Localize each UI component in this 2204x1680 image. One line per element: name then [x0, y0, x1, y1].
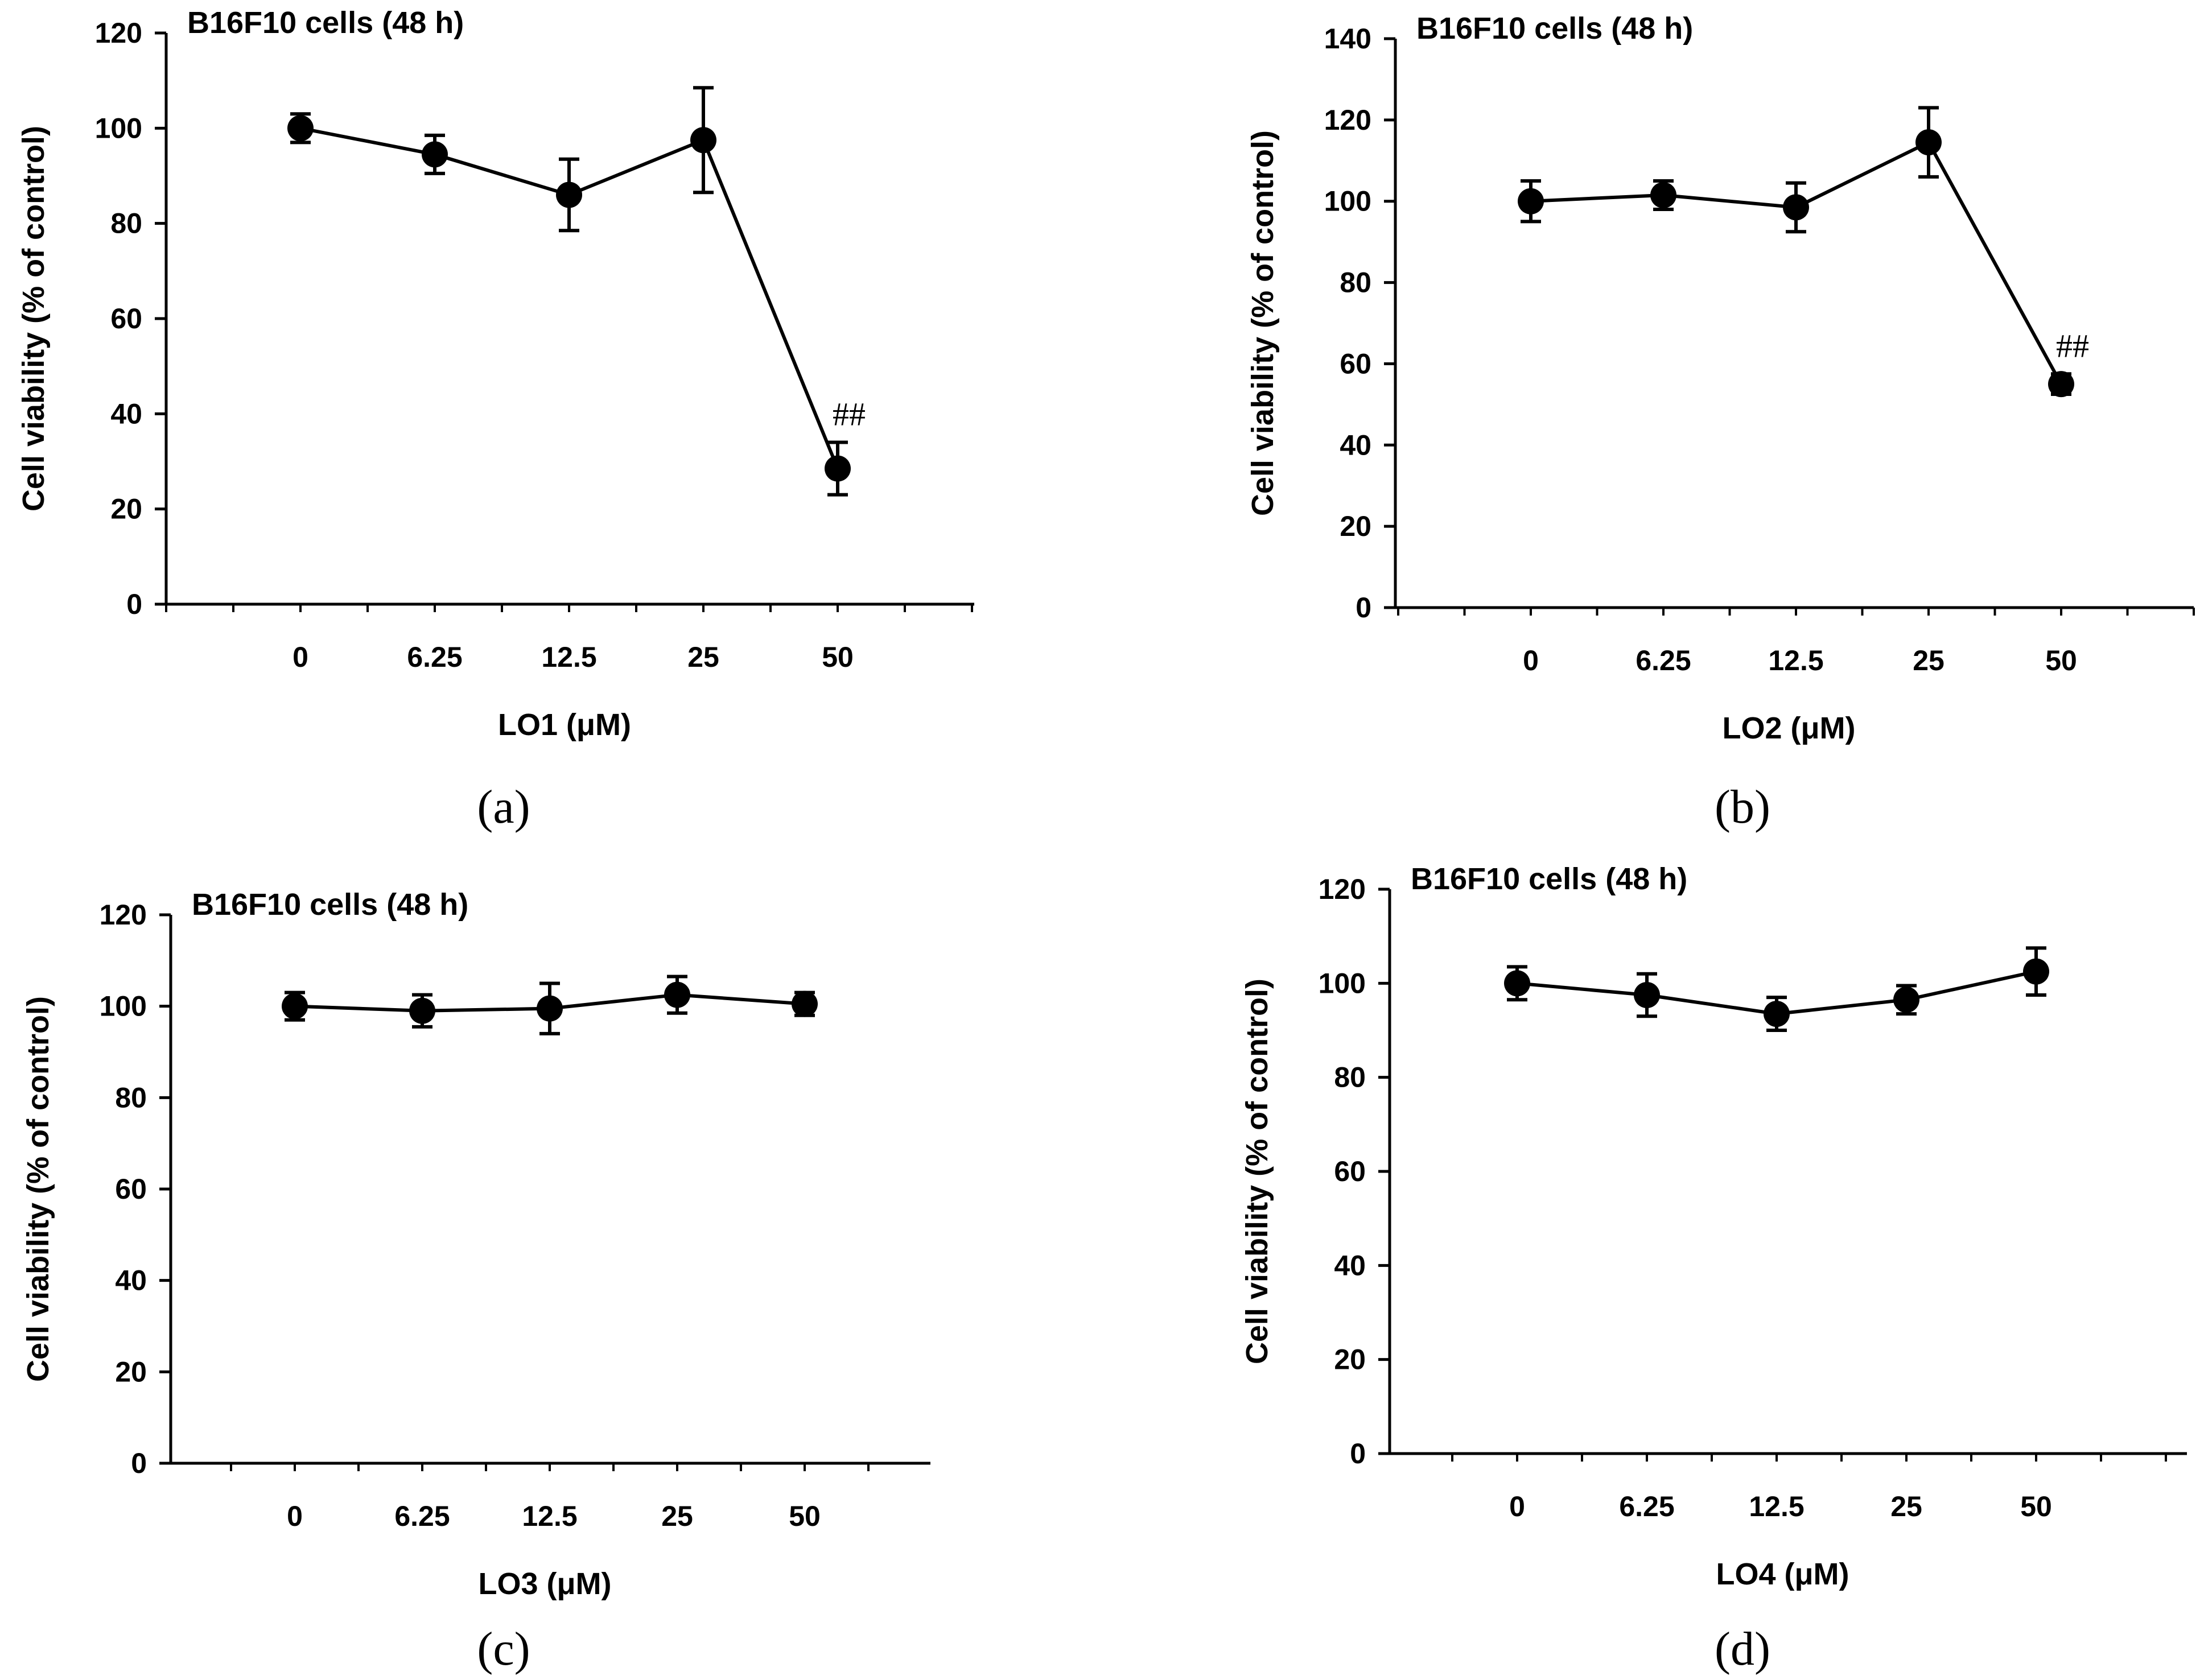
y-tick-label: 120 [1319, 873, 1366, 905]
y-tick-label: 60 [110, 303, 142, 335]
data-point [2048, 371, 2074, 398]
y-tick-label: 20 [115, 1356, 147, 1388]
data-point [1764, 1001, 1790, 1027]
x-axis-title: LO3 (μM) [478, 1567, 611, 1601]
data-point [1634, 982, 1660, 1008]
significance-annotation: ## [2056, 327, 2089, 364]
x-tick-label: 6.25 [1636, 645, 1691, 676]
x-tick-label: 50 [2045, 645, 2077, 676]
x-tick-label: 25 [1890, 1491, 1922, 1522]
x-tick-label: 25 [1913, 645, 1945, 676]
x-tick-label: 50 [789, 1500, 821, 1532]
panel-a: 0 20 40 60 80 100 120 0 6.25 12.5 25 50 LO1 (μM) Cell… [17, 6, 974, 742]
data-point [2023, 958, 2049, 985]
x-tick-label: 0 [1523, 645, 1539, 676]
series-line [1530, 140, 2063, 385]
y-tick-label: 100 [100, 990, 147, 1022]
x-tick-label: 50 [2020, 1491, 2052, 1522]
y-axis-title: Cell viability (% of control) [17, 126, 51, 511]
x-tick-label: 25 [661, 1500, 693, 1532]
data-point [664, 981, 690, 1008]
x-tick-label: 12.5 [522, 1500, 577, 1532]
y-tick-label: 60 [1334, 1155, 1366, 1187]
panel-label-d: (d) [1715, 1623, 1770, 1675]
panel-label-b: (b) [1715, 781, 1770, 833]
y-tick-label: 100 [1319, 967, 1366, 999]
data-point [1518, 188, 1544, 214]
panel-b: 0 20 40 60 80 100 120 140 0 6.25 12.5 25 50 LO2 (μM) C… [1246, 11, 2195, 745]
data-point [825, 455, 851, 482]
panel-c: 0 20 40 60 80 100 120 0 6.25 12.5 25 50 LO3 (μM) Cell… [21, 888, 930, 1601]
data-point [409, 997, 435, 1024]
chart-title: B16F10 cells (48 h) [1411, 862, 1687, 896]
data-point [537, 995, 563, 1022]
x-tick-label: 25 [687, 641, 719, 673]
data-point [1650, 182, 1676, 208]
y-tick-label: 140 [1324, 23, 1371, 55]
panel-label-a: (a) [477, 781, 530, 833]
y-tick-label: 20 [1334, 1344, 1366, 1376]
panel-label-c: (c) [477, 1623, 530, 1675]
y-tick-label: 0 [1350, 1438, 1366, 1470]
y-axis-title: Cell viability (% of control) [1246, 130, 1280, 516]
x-axis-title: LO1 (μM) [498, 708, 631, 742]
y-tick-label: 80 [110, 208, 142, 240]
chart-title: B16F10 cells (48 h) [187, 6, 464, 40]
x-tick-label: 0 [287, 1500, 303, 1532]
y-tick-label: 40 [1340, 429, 1371, 461]
y-tick-label: 120 [1324, 104, 1371, 136]
significance-annotation: ## [833, 396, 866, 433]
x-tick-label: 12.5 [541, 641, 596, 673]
y-tick-label: 80 [1334, 1062, 1366, 1093]
data-point [1915, 129, 1942, 156]
data-point [690, 127, 716, 154]
x-tick-label: 0 [293, 641, 308, 673]
panel-d: 0 20 40 60 80 100 120 0 6.25 12.5 25 50 LO4 (μM) Cell… [1240, 862, 2187, 1591]
data-point [1893, 986, 1919, 1013]
x-tick-label: 6.25 [1619, 1491, 1674, 1522]
y-tick-label: 60 [115, 1173, 147, 1205]
y-tick-label: 80 [115, 1082, 147, 1113]
data-point [792, 990, 818, 1017]
data-point [282, 993, 308, 1019]
x-tick-label: 0 [1509, 1491, 1525, 1522]
data-point [287, 115, 314, 142]
data-point [556, 181, 582, 208]
data-point [1783, 194, 1809, 221]
x-tick-label: 6.25 [394, 1500, 450, 1532]
y-tick-label: 0 [126, 588, 142, 620]
y-tick-label: 120 [95, 17, 142, 49]
x-axis-title: LO2 (μM) [1722, 711, 1855, 745]
y-tick-label: 20 [110, 493, 142, 525]
chart-title: B16F10 cells (48 h) [1416, 11, 1693, 46]
y-axis-title: Cell viability (% of control) [21, 996, 55, 1382]
y-tick-label: 60 [1340, 348, 1371, 379]
y-tick-label: 120 [100, 899, 147, 931]
x-tick-label: 12.5 [1749, 1491, 1804, 1522]
y-tick-label: 40 [115, 1265, 147, 1297]
y-tick-label: 100 [1324, 185, 1371, 217]
x-tick-label: 12.5 [1768, 645, 1823, 676]
y-tick-label: 80 [1340, 267, 1371, 299]
y-axis-title: Cell viability (% of control) [1240, 979, 1274, 1364]
data-point [1504, 970, 1530, 997]
x-tick-label: 6.25 [407, 641, 462, 673]
y-tick-label: 0 [1356, 592, 1371, 624]
y-tick-label: 40 [1334, 1249, 1366, 1281]
x-tick-label: 50 [822, 641, 854, 673]
chart-title: B16F10 cells (48 h) [192, 888, 468, 922]
y-tick-label: 100 [95, 112, 142, 144]
y-tick-label: 0 [131, 1447, 147, 1479]
data-point [422, 141, 448, 168]
y-tick-label: 40 [110, 398, 142, 430]
x-axis-title: LO4 (μM) [1716, 1557, 1849, 1591]
y-tick-label: 20 [1340, 510, 1371, 542]
